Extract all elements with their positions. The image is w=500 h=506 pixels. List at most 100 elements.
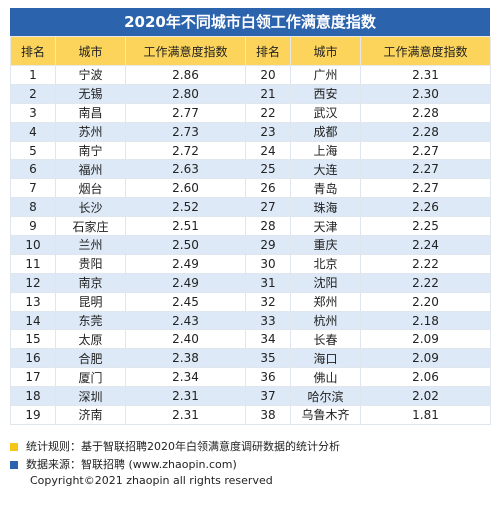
table-cell: 2.80	[125, 83, 246, 104]
column-header: 工作满意度指数	[360, 36, 491, 66]
table-cell: 32	[245, 291, 291, 312]
table-cell: 1	[10, 65, 56, 85]
table-cell: 2.31	[360, 65, 491, 85]
table-cell: 2.45	[125, 291, 246, 312]
table-cell: 2.24	[360, 235, 491, 255]
table-cell: 乌鲁木齐	[290, 405, 361, 425]
table-cell: 2.09	[360, 348, 491, 369]
table-cell: 大连	[290, 159, 361, 180]
table-cell: 2.28	[360, 121, 491, 142]
table-row: 3 南昌 2.77 22 武汉 2.28	[10, 102, 491, 123]
column-header: 工作满意度指数	[125, 36, 246, 66]
table-cell: 2.63	[125, 159, 246, 180]
table-cell: 南宁	[55, 140, 126, 161]
table-cell: 2.31	[125, 386, 246, 407]
table-cell: 2.86	[125, 65, 246, 85]
table-cell: 16	[10, 348, 56, 369]
note-marker	[10, 443, 18, 451]
table-cell: 2.09	[360, 329, 491, 350]
table-cell: 11	[10, 253, 56, 274]
table-cell: 2.77	[125, 102, 246, 123]
table-cell: 2.27	[360, 140, 491, 161]
table-cell: 37	[245, 386, 291, 407]
table-row: 12 南京 2.49 31 沈阳 2.22	[10, 272, 491, 293]
table-cell: 18	[10, 386, 56, 407]
table-cell: 济南	[55, 405, 126, 425]
table-cell: 北京	[290, 253, 361, 274]
column-header: 城市	[55, 36, 126, 66]
table-cell: 22	[245, 102, 291, 123]
table-cell: 深圳	[55, 386, 126, 407]
column-header: 排名	[10, 36, 56, 66]
table-row: 13 昆明 2.45 32 郑州 2.20	[10, 291, 491, 312]
table-row: 18 深圳 2.31 37 哈尔滨 2.02	[10, 386, 491, 407]
table-cell: 佛山	[290, 367, 361, 388]
table-cell: 2.22	[360, 272, 491, 293]
table-cell: 2.51	[125, 216, 246, 237]
table-cell: 2.27	[360, 159, 491, 180]
table-cell: 2.49	[125, 253, 246, 274]
table-cell: 2.60	[125, 178, 246, 199]
table-cell: 28	[245, 216, 291, 237]
table-cell: 15	[10, 329, 56, 350]
table-cell: 3	[10, 102, 56, 123]
table-cell: 13	[10, 291, 56, 312]
note: 数据来源：智联招聘 (www.zhaopin.com)	[10, 456, 340, 474]
table-cell: 10	[10, 235, 56, 255]
table-cell: 福州	[55, 159, 126, 180]
table-cell: 昆明	[55, 291, 126, 312]
table-cell: 南京	[55, 272, 126, 293]
header-row: 排名 城市 工作满意度指数 排名 城市 工作满意度指数	[10, 36, 491, 66]
table-body: 1 宁波 2.86 20 广州 2.31 2 无锡 2.80 21 西安 2.30 3 南昌 2.77 22 武…	[10, 65, 491, 425]
table-cell: 36	[245, 367, 291, 388]
table-cell: 成都	[290, 121, 361, 142]
note-text: 统计规则：基于智联招聘2020年白领满意度调研数据的统计分析	[26, 440, 340, 453]
table-cell: 2.18	[360, 310, 491, 331]
table-cell: 重庆	[290, 235, 361, 255]
table-cell: 兰州	[55, 235, 126, 255]
note: 统计规则：基于智联招聘2020年白领满意度调研数据的统计分析	[10, 438, 340, 456]
table-cell: 西安	[290, 83, 361, 104]
table-cell: 2.72	[125, 140, 246, 161]
table-cell: 2.50	[125, 235, 246, 255]
table-cell: 25	[245, 159, 291, 180]
table-cell: 24	[245, 140, 291, 161]
table-cell: 21	[245, 83, 291, 104]
table-cell: 青岛	[290, 178, 361, 199]
table-cell: 天津	[290, 216, 361, 237]
note-text: 数据来源：智联招聘 (www.zhaopin.com)	[26, 458, 237, 471]
table-cell: 2.06	[360, 367, 491, 388]
table-row: 9 石家庄 2.51 28 天津 2.25	[10, 216, 491, 237]
notes: 统计规则：基于智联招聘2020年白领满意度调研数据的统计分析 数据来源：智联招聘…	[10, 438, 340, 474]
table-cell: 哈尔滨	[290, 386, 361, 407]
table-cell: 31	[245, 272, 291, 293]
table-row: 8 长沙 2.52 27 珠海 2.26	[10, 197, 491, 218]
table-cell: 2.28	[360, 102, 491, 123]
table-row: 19 济南 2.31 38 乌鲁木齐 1.81	[10, 405, 491, 425]
table-cell: 17	[10, 367, 56, 388]
table-row: 1 宁波 2.86 20 广州 2.31	[10, 65, 491, 85]
table-cell: 宁波	[55, 65, 126, 85]
table-cell: 35	[245, 348, 291, 369]
table-cell: 2.25	[360, 216, 491, 237]
table-cell: 38	[245, 405, 291, 425]
table-cell: 2.43	[125, 310, 246, 331]
table-cell: 石家庄	[55, 216, 126, 237]
table-cell: 12	[10, 272, 56, 293]
table-cell: 6	[10, 159, 56, 180]
table-row: 4 苏州 2.73 23 成都 2.28	[10, 121, 491, 142]
table-cell: 贵阳	[55, 253, 126, 274]
table-row: 7 烟台 2.60 26 青岛 2.27	[10, 178, 491, 199]
table-cell: 厦门	[55, 367, 126, 388]
table-cell: 广州	[290, 65, 361, 85]
table-cell: 2.22	[360, 253, 491, 274]
table-row: 14 东莞 2.43 33 杭州 2.18	[10, 310, 491, 331]
table-cell: 2	[10, 83, 56, 104]
table-cell: 20	[245, 65, 291, 85]
table-cell: 26	[245, 178, 291, 199]
table-cell: 长沙	[55, 197, 126, 218]
table-cell: 武汉	[290, 102, 361, 123]
table-row: 16 合肥 2.38 35 海口 2.09	[10, 348, 491, 369]
table-cell: 23	[245, 121, 291, 142]
